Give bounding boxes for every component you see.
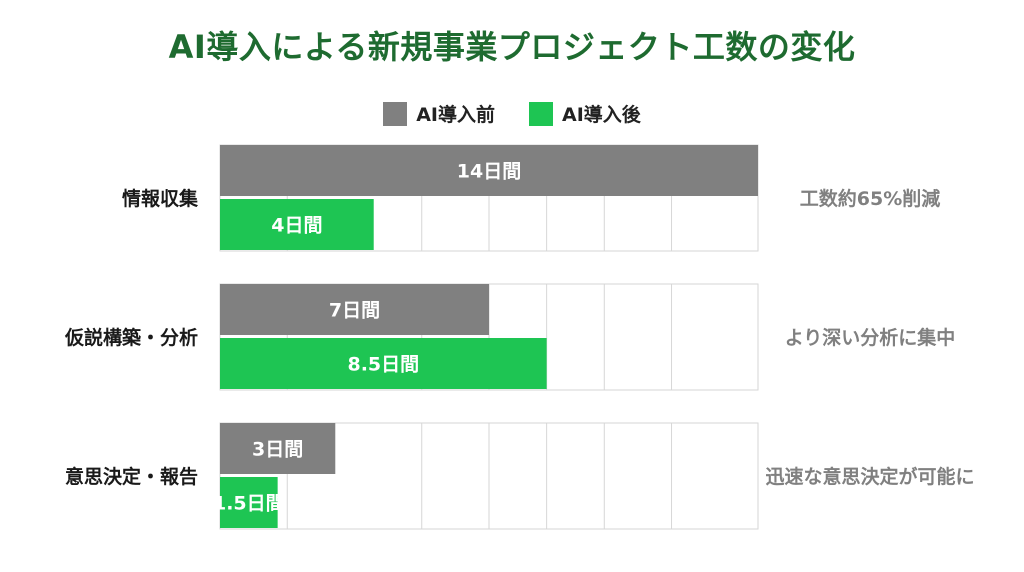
bar-before (220, 423, 336, 474)
category-label: 意思決定・報告 (65, 465, 198, 488)
bar-label-before: 3日間 (252, 439, 303, 461)
annotation-text: より深い分析に集中 (785, 326, 956, 349)
bar-label-before: 7日間 (329, 300, 380, 322)
bar-after (220, 338, 547, 389)
bar-after (220, 199, 374, 250)
legend-item-after: AI導入後 (529, 100, 641, 127)
legend-swatch-after (529, 101, 553, 126)
annotation-text: 工数約65%削減 (800, 187, 940, 210)
bar-label-before: 14日間 (457, 161, 521, 183)
chart-title: AI導入による新規事業プロジェクト工数の変化 (168, 28, 856, 66)
bar-after (220, 477, 278, 528)
legend-item-before: AI導入前 (383, 100, 495, 127)
legend-swatch-before (383, 101, 408, 126)
legend-label-after: AI導入後 (562, 104, 641, 126)
annotation-text: 迅速な意思決定が可能に (765, 465, 974, 488)
bar-before (220, 284, 489, 335)
bar-label-after: 4日間 (271, 215, 322, 237)
legend: AI導入前 AI導入後 (0, 100, 1024, 127)
legend-label-before: AI導入前 (416, 104, 495, 126)
bar-label-after: 8.5日間 (347, 354, 419, 376)
category-label: 仮説構築・分析 (64, 326, 198, 349)
bar-label-after: 1.5日間 (213, 493, 285, 515)
category-label: 情報収集 (122, 187, 199, 210)
bar-before (220, 145, 758, 196)
